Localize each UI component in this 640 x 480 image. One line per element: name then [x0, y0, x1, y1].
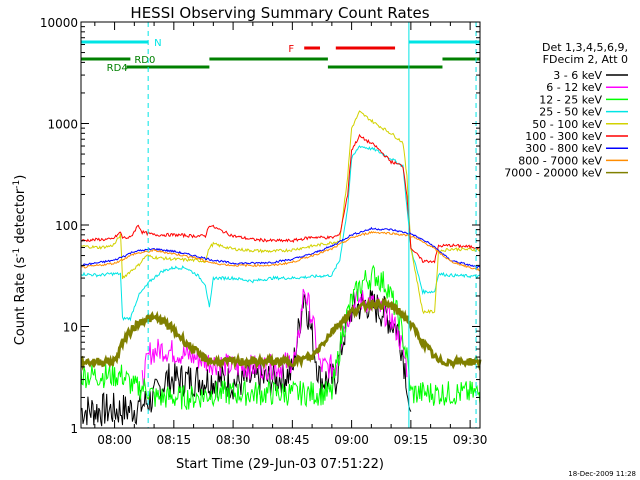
- series-line-7: [80, 230, 481, 272]
- legend-label: 300 - 800 keV: [525, 142, 602, 155]
- y-tick-label: 10000: [40, 16, 78, 30]
- legend-entry-1: 6 - 12 keV: [546, 81, 628, 94]
- series-line-6: [80, 226, 481, 269]
- legend-entry-2: 12 - 25 keV: [539, 93, 628, 106]
- series-line-8: [80, 296, 482, 371]
- legend-label: 800 - 7000 keV: [518, 154, 602, 167]
- legend-label: 100 - 300 keV: [525, 130, 602, 143]
- y-axis-label: Count Rate (s-1 detector-1): [12, 175, 28, 346]
- legend-label: 12 - 25 keV: [539, 93, 602, 106]
- legend-label: 25 - 50 keV: [539, 106, 602, 119]
- y-tick-1: 10: [63, 321, 480, 335]
- x-tick-4: 09:00: [334, 22, 369, 447]
- legend-header: Det 1,3,4,5,6,9,: [542, 41, 628, 54]
- flag-1: F: [288, 44, 396, 55]
- legend-entry-0: 3 - 6 keV: [553, 69, 628, 82]
- x-tick-label: 08:15: [157, 433, 192, 447]
- series-lines: [80, 110, 482, 427]
- flag-0: N: [81, 38, 480, 49]
- flag-bars: N F RD0 RD4: [81, 38, 480, 74]
- series-line-5: [80, 133, 481, 264]
- x-axis-label: Start Time (29-Jun-03 07:51:22): [176, 457, 384, 472]
- x-tick-label: 08:45: [275, 433, 310, 447]
- legend-entry-4: 50 - 100 keV: [532, 118, 628, 131]
- y-tick-label: 1000: [47, 118, 78, 132]
- flag-label: RD4: [107, 63, 128, 74]
- y-tick-2: 100: [55, 219, 480, 233]
- x-tick-label: 09:30: [453, 433, 488, 447]
- legend-header: FDecim 2, Att 0: [543, 53, 628, 66]
- flag-label: RD0: [134, 55, 155, 66]
- x-tick-label: 08:30: [216, 433, 251, 447]
- legend-entry-6: 300 - 800 keV: [525, 142, 628, 155]
- x-tick-5: 09:15: [394, 22, 429, 447]
- x-tick-0: 08:00: [97, 22, 132, 447]
- x-tick-3: 08:45: [275, 22, 310, 447]
- legend-label: 50 - 100 keV: [532, 118, 602, 131]
- chart-title: HESSI Observing Summary Count Rates: [130, 4, 429, 22]
- y-tick-label: 100: [55, 219, 78, 233]
- legend-label: 7000 - 20000 keV: [504, 167, 602, 180]
- series-line-1: [141, 288, 408, 387]
- y-tick-0: 1: [70, 422, 480, 436]
- series-line-2: [80, 264, 481, 410]
- legend-entry-5: 100 - 300 keV: [525, 130, 628, 143]
- x-tick-label: 08:00: [97, 433, 132, 447]
- x-tick-label: 09:15: [394, 433, 429, 447]
- x-tick-2: 08:30: [216, 22, 251, 447]
- legend-label: 6 - 12 keV: [546, 81, 602, 94]
- series-line-4: [80, 110, 481, 315]
- flag-2: RD0: [81, 55, 480, 66]
- y-tick-label: 1: [70, 422, 78, 436]
- legend-label: 3 - 6 keV: [553, 69, 602, 82]
- flag-label: N: [154, 38, 161, 49]
- y-tick-3: 1000: [47, 118, 480, 132]
- x-tick-6: 09:30: [453, 22, 488, 447]
- timestamp: 18-Dec-2009 11:28: [568, 470, 636, 478]
- x-tick-1: 08:15: [157, 22, 192, 447]
- legend-entry-3: 25 - 50 keV: [539, 106, 628, 119]
- legend-entry-8: 7000 - 20000 keV: [504, 167, 628, 180]
- y-tick-label: 10: [63, 321, 78, 335]
- series-line-3: [80, 145, 481, 322]
- flag-label: F: [288, 44, 294, 55]
- legend-entry-7: 800 - 7000 keV: [518, 154, 628, 167]
- y-tick-4: 10000: [40, 16, 480, 30]
- legend: Det 1,3,4,5,6,9,FDecim 2, Att 0 3 - 6 keV…: [504, 41, 628, 180]
- axes: 08:00 08:15 08:30 08:45 09:00 09:15 09:30 1 10 10…: [40, 16, 488, 447]
- x-tick-label: 09:00: [334, 433, 369, 447]
- flag-3: RD4: [107, 63, 443, 74]
